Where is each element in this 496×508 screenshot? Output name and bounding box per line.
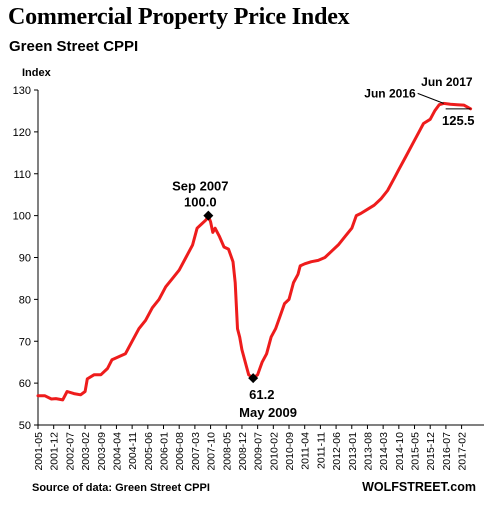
- y-tick-label: 120: [13, 127, 31, 139]
- x-tick-label: 2008-12: [237, 432, 249, 471]
- series-line: [36, 101, 473, 402]
- y-tick-label: 80: [19, 294, 31, 306]
- x-tick-label: 2011-04: [300, 432, 312, 470]
- y-tick-label: 100: [13, 211, 31, 223]
- peak-marker: [203, 210, 214, 221]
- y-tick-label: 60: [19, 378, 31, 390]
- trough-value-label: 61.2: [249, 387, 274, 402]
- series-layer: [36, 101, 473, 402]
- peak-date-label: Sep 2007: [172, 179, 228, 194]
- x-tick-label: 2006-08: [174, 432, 186, 471]
- x-tick-label: 2008-05: [221, 432, 233, 471]
- chart-title: Commercial Property Price Index: [8, 4, 350, 30]
- x-tick-label: 2009-07: [253, 432, 265, 471]
- y-tick-label: 90: [19, 253, 31, 265]
- x-tick-label: 2013-01: [347, 432, 359, 471]
- x-tick-label: 2010-09: [284, 432, 296, 471]
- jun-2016-leader-line: [417, 92, 444, 104]
- x-tick-label: 2005-06: [143, 432, 155, 471]
- trough-date-label: May 2009: [239, 405, 297, 420]
- x-tick-label: 2006-01: [159, 432, 171, 471]
- x-tick-label: 2007-10: [206, 432, 218, 471]
- x-tick-label: 2013-08: [362, 432, 374, 471]
- y-tick-label: 110: [13, 169, 31, 181]
- x-tick-label: 2011-11: [315, 432, 327, 469]
- jun-2017-label: Jun 2017: [421, 75, 473, 89]
- y-tick-label: 50: [19, 420, 31, 432]
- x-tick-label: 2004-11: [127, 432, 139, 470]
- source-note: Source of data: Green Street CPPI: [32, 482, 210, 494]
- x-tick-label: 2016-07: [441, 432, 453, 471]
- trough-marker: [248, 373, 259, 384]
- x-tick-label: 2001-05: [33, 432, 45, 471]
- axes: 50 60 70 80 90 100 110 120 130 Index 2001-05 2001-1…: [13, 67, 484, 471]
- x-tick-label: 2001-12: [49, 432, 61, 471]
- x-tick-label: 2012-06: [331, 432, 343, 471]
- y-axis-label: Index: [22, 67, 52, 79]
- x-tick-label: 2017-02: [457, 432, 469, 471]
- x-tick-label: 2002-07: [64, 432, 76, 471]
- peak-value-label: 100.0: [184, 195, 217, 210]
- x-tick-label: 2004-04: [111, 432, 123, 471]
- x-tick-label: 2015-05: [410, 432, 422, 471]
- chart-subtitle: Green Street CPPI: [9, 38, 139, 55]
- x-tick-label: 2014-03: [378, 432, 390, 471]
- jun-2016-label: Jun 2016: [364, 86, 416, 100]
- y-tick-label: 70: [19, 336, 31, 348]
- x-tick-label: 2007-03: [190, 432, 202, 471]
- y-tick-label: 130: [13, 85, 31, 97]
- x-tick-label: 2010-02: [268, 432, 280, 471]
- brand-logo-text: WOLFSTREET.com: [362, 480, 476, 494]
- x-tick-label: 2003-09: [96, 432, 108, 471]
- latest-value-label: 125.5: [442, 113, 475, 128]
- x-tick-label: 2015-12: [425, 432, 437, 471]
- x-tick-label: 2014-10: [394, 432, 406, 471]
- x-tick-label: 2003-02: [80, 432, 92, 471]
